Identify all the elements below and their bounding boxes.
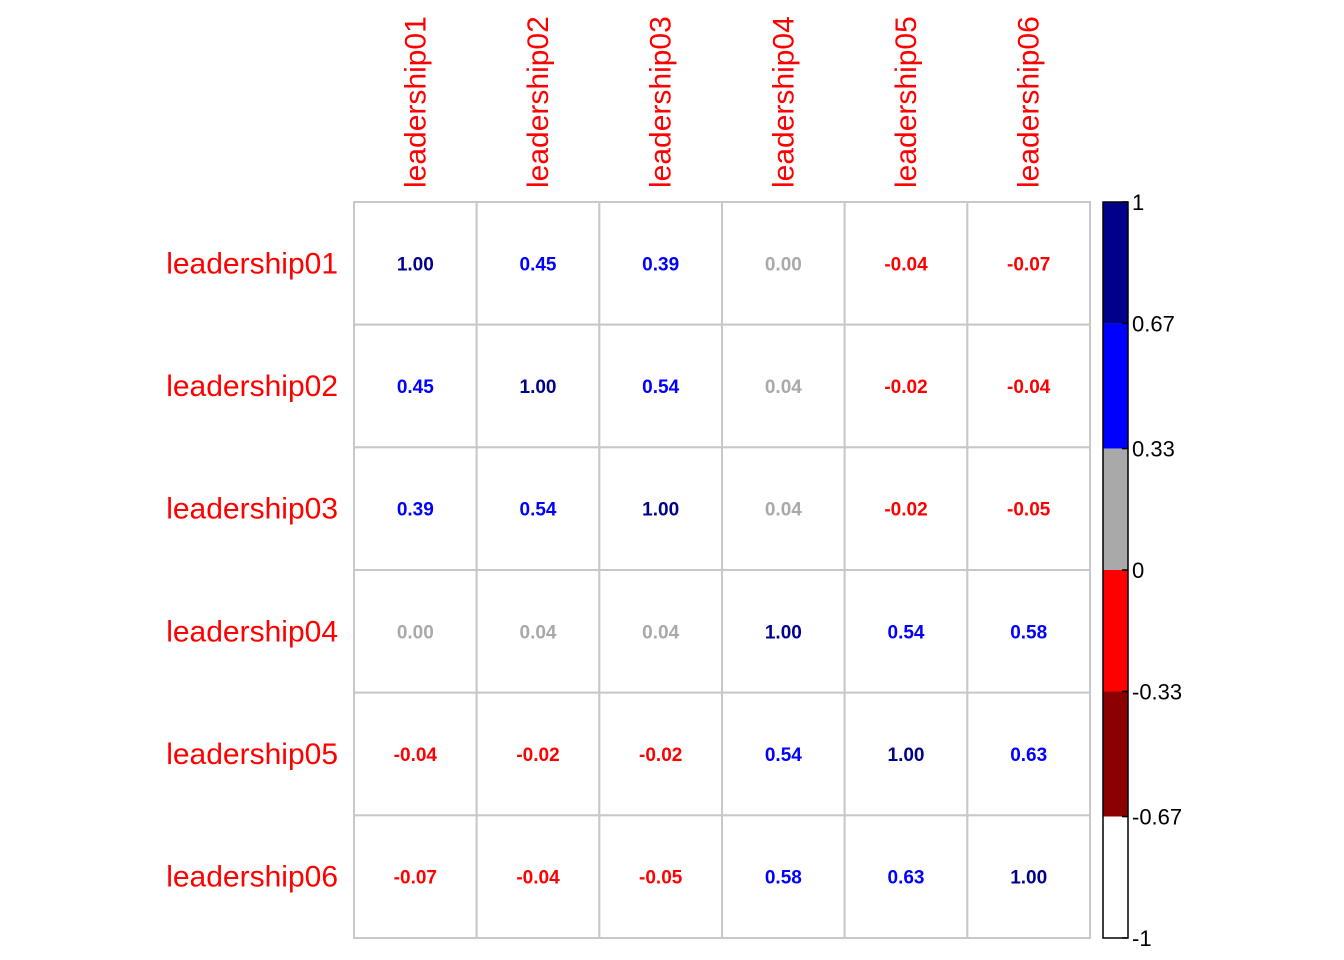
matrix-cell [475, 323, 601, 449]
cell-value-label: 0.04 [642, 622, 679, 643]
matrix-cell [966, 446, 1092, 572]
matrix-cell [966, 201, 1092, 326]
matrix-cell [353, 814, 478, 940]
cell-value-label: -0.02 [884, 500, 927, 521]
colorbar-tick-label: 0.33 [1132, 437, 1175, 462]
colorbar-segment [1103, 570, 1128, 692]
cell-value-label: -0.05 [639, 868, 683, 889]
cell-value-label: 0.63 [888, 868, 925, 889]
matrix-cell [721, 569, 846, 694]
cell-value-label: -0.05 [1007, 500, 1051, 521]
colorbar-tick-label: -1 [1132, 926, 1152, 951]
colorbar-tick-label: -0.67 [1132, 805, 1182, 830]
cell-value-label: -0.02 [884, 377, 927, 398]
cell-value-label: 0.58 [1010, 622, 1047, 643]
cell-value-label: 1.00 [520, 377, 557, 398]
matrix-cell [843, 691, 969, 817]
cell-value-label: -0.02 [639, 745, 682, 766]
matrix-cell [966, 691, 1092, 817]
matrix-cell [598, 201, 724, 326]
matrix-cell [721, 323, 846, 449]
row-label: leadership03 [166, 493, 338, 526]
cell-value-label: 1.00 [397, 254, 434, 275]
matrix-cells: 1.00 0.45 0.39 0.00 -0.04 -0.07 0.45 1.00 0.54 0.… [394, 254, 1051, 888]
colorbar-segment [1103, 202, 1128, 324]
colorbar: 1 0.67 0.33 0 -0.33 -0.67 -1 [1102, 190, 1182, 951]
cell-value-label: 1.00 [642, 500, 679, 521]
matrix-cell [353, 569, 478, 694]
colorbar-segment [1103, 448, 1128, 570]
cell-value-label: 0.54 [642, 377, 679, 398]
cell-value-label: 0.04 [765, 377, 802, 398]
column-label: leadership04 [767, 16, 800, 188]
colorbar-tick-label: 0 [1132, 558, 1144, 583]
cell-value-label: 0.45 [397, 377, 434, 398]
matrix-cell [966, 814, 1092, 940]
column-label: leadership06 [1013, 16, 1046, 188]
cell-value-label: -0.04 [516, 868, 560, 889]
axis-labels: leadership01 leadership02 leadership03 lead… [166, 16, 1045, 893]
matrix-cell [966, 569, 1092, 694]
colorbar-segment [1103, 816, 1128, 938]
cell-value-label: 1.00 [888, 745, 925, 766]
column-label: leadership05 [890, 16, 923, 188]
cell-value-label: 0.04 [520, 622, 557, 643]
matrix-cell [843, 569, 969, 694]
row-label: leadership05 [166, 738, 338, 771]
matrix-cell [721, 691, 846, 817]
cell-value-label: 0.04 [765, 500, 802, 521]
cell-value-label: 0.00 [397, 622, 434, 643]
cell-value-label: 0.63 [1010, 745, 1047, 766]
matrix-cell [353, 691, 478, 817]
cell-value-label: 0.39 [642, 254, 679, 275]
cell-value-label: -0.07 [394, 868, 437, 889]
cell-value-label: -0.02 [516, 745, 559, 766]
cell-value-label: -0.04 [1007, 377, 1051, 398]
row-label: leadership02 [166, 370, 338, 403]
colorbar-tick-label: 0.67 [1132, 311, 1175, 336]
matrix-cell [353, 201, 478, 326]
colorbar-tick-label: 1 [1132, 190, 1144, 215]
matrix-cell [598, 691, 724, 817]
cell-value-label: -0.04 [884, 254, 928, 275]
cell-value-label: 0.54 [888, 622, 925, 643]
matrix-cell [475, 446, 601, 572]
matrix-cell [475, 201, 601, 326]
column-label: leadership02 [522, 16, 555, 188]
matrix-cell [475, 569, 601, 694]
matrix-cell [843, 814, 969, 940]
row-label: leadership01 [166, 247, 338, 280]
cell-value-label: -0.04 [394, 745, 438, 766]
cell-value-label: 0.54 [520, 500, 557, 521]
row-label: leadership06 [166, 861, 338, 894]
matrix-cell [598, 569, 724, 694]
column-label: leadership03 [645, 16, 678, 188]
column-label: leadership01 [399, 16, 432, 188]
cell-value-label: 1.00 [1010, 868, 1047, 889]
colorbar-tick-label: -0.33 [1132, 679, 1182, 704]
matrix-cell [966, 323, 1092, 449]
cell-value-label: 0.54 [765, 745, 802, 766]
cell-value-label: -0.07 [1007, 254, 1050, 275]
cell-value-label: 0.58 [765, 868, 802, 889]
colorbar-segment [1103, 323, 1128, 449]
matrix-cell [721, 814, 846, 940]
cell-value-label: 0.00 [765, 254, 802, 275]
row-label: leadership04 [166, 615, 338, 648]
cell-value-label: 0.39 [397, 500, 434, 521]
matrix-cell [721, 446, 846, 572]
matrix-grid [353, 201, 1092, 940]
colorbar-segment [1103, 691, 1128, 817]
cell-value-label: 0.45 [520, 254, 557, 275]
matrix-cell [843, 446, 969, 572]
cell-value-label: 1.00 [765, 622, 802, 643]
